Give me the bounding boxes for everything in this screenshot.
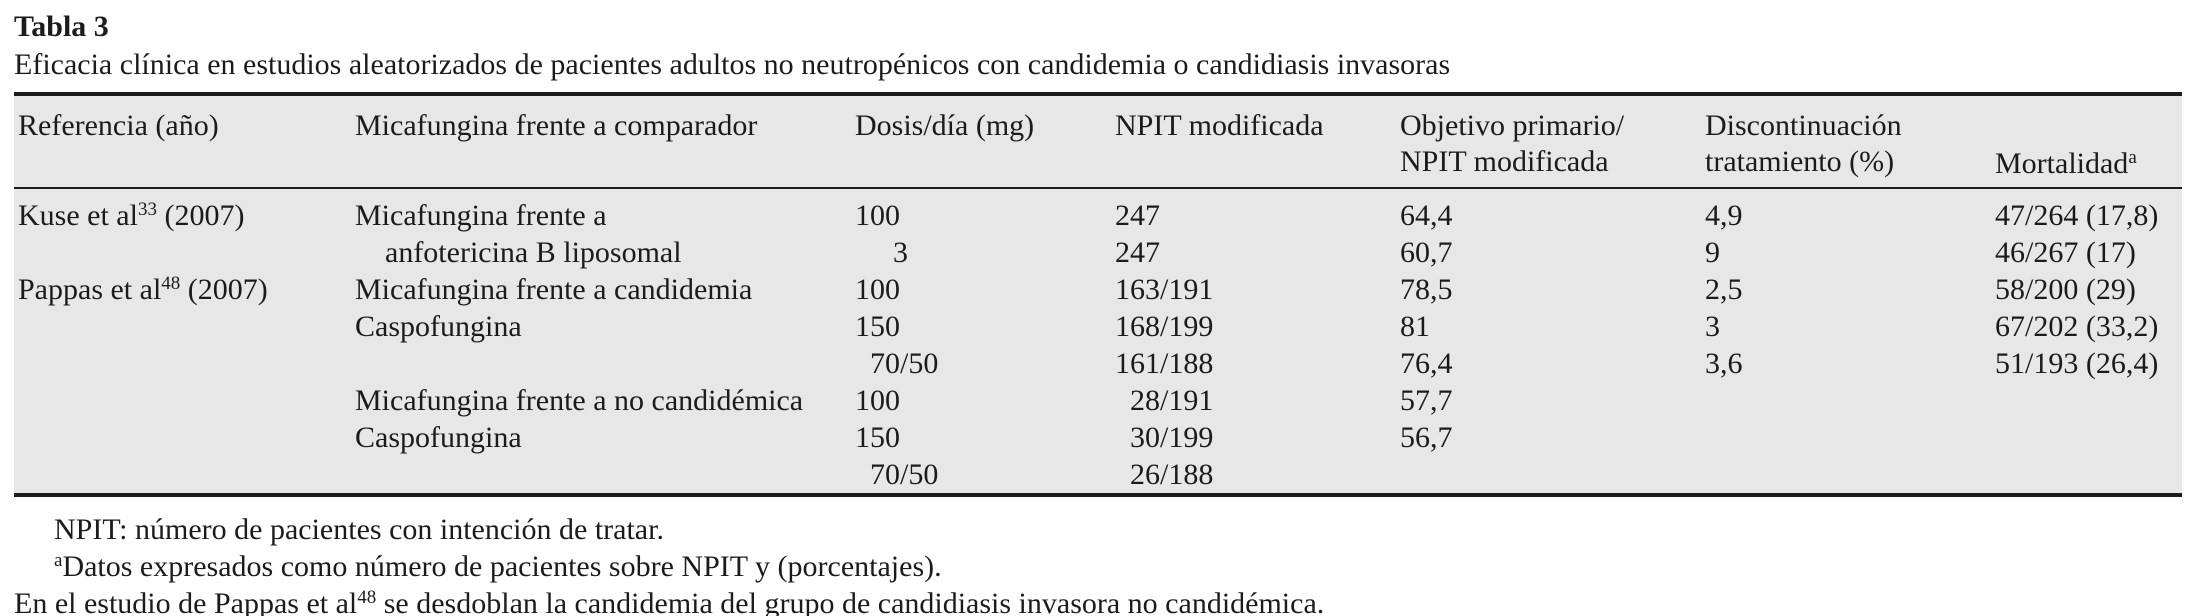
dose-cell: 3	[893, 236, 908, 269]
ref-cell	[14, 308, 355, 345]
ref-citation-sup: 33	[137, 199, 157, 220]
dose-cell: 100	[855, 199, 900, 232]
footnote-pappas-citation-sup: 48	[357, 587, 377, 608]
npit-cell: 247	[1115, 199, 1160, 232]
discontinuation-cell	[1705, 382, 1995, 419]
table-label: Tabla 3	[14, 10, 109, 43]
dose-cell: 150	[855, 421, 900, 454]
ref-cell: Pappas et al48 (2007)	[14, 271, 355, 308]
mortality-cell	[1995, 419, 2182, 456]
ref-text: Pappas et al	[18, 273, 162, 306]
discontinuation-cell: 3	[1705, 310, 1720, 343]
column-header-objetivo-line2: NPIT modificada	[1400, 145, 1609, 178]
npit-cell: 26/188	[1130, 458, 1214, 491]
discontinuation-cell: 9	[1705, 236, 1720, 269]
comparator-cell: Caspofungina	[355, 310, 522, 343]
column-header-referencia: Referencia (año)	[14, 96, 355, 189]
mortality-cell	[1995, 456, 2182, 493]
discontinuation-cell: 4,9	[1705, 199, 1743, 232]
objective-cell: 81	[1400, 310, 1430, 343]
column-header-comparador: Micafungina frente a comparador	[355, 96, 855, 189]
npit-cell: 161/188	[1115, 347, 1214, 380]
ref-cell	[14, 456, 355, 493]
mortality-cell: 51/193 (26,4)	[1995, 347, 2159, 380]
discontinuation-cell: 3,6	[1705, 347, 1743, 380]
footnote-a-text: Datos expresados como número de paciente…	[62, 550, 942, 583]
footnote-pappas-post: se desdoblan la candidemia del grupo de …	[376, 587, 1325, 616]
comparator-cell: Caspofungina	[355, 421, 522, 454]
footnote-a: aDatos expresados como número de pacient…	[14, 548, 2187, 585]
ref-year: (2007)	[180, 273, 268, 306]
comparator-cell: Micafungina frente a no candidémica	[355, 384, 804, 417]
comparator-cell	[355, 456, 855, 493]
mortality-cell	[1995, 382, 2182, 419]
comparator-cell: anfotericina B liposomal	[385, 236, 682, 269]
dose-cell: 100	[855, 273, 900, 306]
footnote-pappas-pre: En el estudio de Pappas et al	[14, 587, 358, 616]
npit-cell: 30/199	[1130, 421, 1214, 454]
ref-year: (2007)	[156, 199, 245, 232]
table-row: 70/50 26/188	[14, 456, 2182, 493]
table-row: Pappas et al48 (2007) Micafungina frente…	[14, 271, 2182, 308]
column-header-discontinuacion-line2: tratamiento (%)	[1705, 145, 1895, 178]
dose-cell: 100	[855, 384, 900, 417]
comparator-cell: Micafungina frente a	[355, 199, 607, 232]
column-header-objetivo: Objetivo primario/NPIT modificada	[1400, 96, 1705, 189]
ref-cell	[14, 234, 355, 271]
ref-cell	[14, 419, 355, 456]
discontinuation-cell	[1705, 419, 1995, 456]
comparator-cell: Micafungina frente a candidemia	[355, 273, 753, 306]
comparator-cell	[355, 345, 855, 382]
table-row: anfotericina B liposomal 3 247 60,7 9 46…	[14, 234, 2182, 271]
table-row: Kuse et al33 (2007) Micafungina frente a…	[14, 188, 2182, 234]
objective-cell: 56,7	[1400, 421, 1453, 454]
dose-cell: 70/50	[870, 458, 939, 491]
npit-cell: 28/191	[1130, 384, 1214, 417]
discontinuation-cell	[1705, 456, 1995, 493]
table-band: Referencia (año) Micafungina frente a co…	[14, 92, 2182, 497]
column-header-discontinuacion: Discontinuación tratamiento (%)	[1705, 96, 1995, 189]
mortality-cell: 58/200 (29)	[1995, 273, 2136, 306]
column-header-mortalidad-label: Mortalidad	[1995, 147, 2129, 180]
table-row: Caspofungina 150 168/199 81 3 67/202 (33…	[14, 308, 2182, 345]
ref-text: Kuse et al	[18, 199, 138, 232]
dose-cell: 150	[855, 310, 900, 343]
dose-cell: 70/50	[870, 347, 939, 380]
npit-cell: 247	[1115, 236, 1160, 269]
footnotes-block: NPIT: número de pacientes con intención …	[14, 511, 2187, 616]
column-header-npit: NPIT modificada	[1115, 96, 1400, 189]
table-row: Caspofungina 150 30/199 56,7	[14, 419, 2182, 456]
objective-cell: 76,4	[1400, 347, 1453, 380]
table-row: 70/50 161/188 76,4 3,6 51/193 (26,4)	[14, 345, 2182, 382]
npit-cell: 168/199	[1115, 310, 1214, 343]
objective-cell	[1400, 456, 1705, 493]
header-row: Referencia (año) Micafungina frente a co…	[14, 96, 2182, 189]
mortality-cell: 67/202 (33,2)	[1995, 310, 2159, 343]
ref-cell	[14, 345, 355, 382]
column-header-mortalidad: Mortalidada	[1995, 96, 2182, 189]
table-row: Micafungina frente a no candidémica 100 …	[14, 382, 2182, 419]
footnote-npit-definition: NPIT: número de pacientes con intención …	[54, 513, 664, 546]
column-header-dosis: Dosis/día (mg)	[855, 96, 1115, 189]
column-header-discontinuacion-line1: Discontinuación	[1705, 109, 1902, 142]
ref-citation-sup: 48	[161, 273, 181, 294]
npit-cell: 163/191	[1115, 273, 1214, 306]
mortality-cell: 46/267 (17)	[1995, 236, 2136, 269]
mortality-cell: 47/264 (17,8)	[1995, 199, 2159, 232]
column-header-objetivo-line1: Objetivo primario/	[1400, 109, 1625, 142]
ref-cell	[14, 382, 355, 419]
title-block: Tabla 3 Eficacia clínica en estudios ale…	[0, 0, 2187, 84]
table-caption: Eficacia clínica en estudios aleatorizad…	[14, 48, 1451, 81]
objective-cell: 60,7	[1400, 236, 1453, 269]
ref-cell: Kuse et al33 (2007)	[14, 188, 355, 234]
data-table: Referencia (año) Micafungina frente a co…	[14, 96, 2182, 493]
objective-cell: 78,5	[1400, 273, 1453, 306]
discontinuation-cell: 2,5	[1705, 273, 1743, 306]
footnote-a-marker: a	[54, 550, 63, 571]
footnote-marker-a: a	[2128, 147, 2137, 168]
footnote-pappas: En el estudio de Pappas et al48 se desdo…	[14, 585, 2187, 616]
objective-cell: 64,4	[1400, 199, 1453, 232]
objective-cell: 57,7	[1400, 384, 1453, 417]
